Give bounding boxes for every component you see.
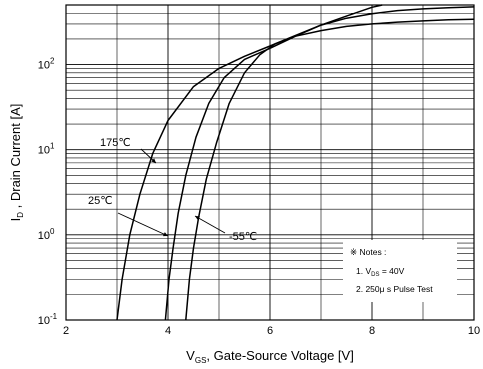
x-axis-label: VGS, Gate-Source Voltage [V] xyxy=(186,348,354,365)
curve-label-leader xyxy=(117,212,169,237)
notes-title: ※ Notes : xyxy=(350,247,386,257)
x-axis-label-rest: , Gate-Source Voltage [V] xyxy=(206,348,353,363)
curve-label-arrowhead xyxy=(195,216,200,221)
notes-background xyxy=(343,240,457,302)
notes-line-1-rest: = 40V xyxy=(379,266,404,276)
y-tick-exponent: -1 xyxy=(50,312,58,321)
curve-label-arrowhead xyxy=(163,232,168,237)
series-line xyxy=(185,18,475,321)
x-axis-label-sub: GS xyxy=(195,356,207,365)
y-axis-label-main: I xyxy=(8,218,23,222)
curve-label: 25℃ xyxy=(88,195,113,207)
curve-labels: 175℃ 25℃ -55℃ xyxy=(88,137,257,243)
curve-label: 175℃ xyxy=(100,137,131,149)
series-line xyxy=(164,6,475,321)
x-tick-labels: 2 4 6 8 10 xyxy=(63,325,480,337)
y-tick-exponent: 2 xyxy=(50,57,55,66)
y-tick-label: 10 xyxy=(38,60,50,72)
y-tick-label: 10 xyxy=(38,145,50,157)
y-axis-label-sub: D xyxy=(16,212,25,218)
notes-line-1-num: 1. V xyxy=(356,266,371,276)
y-tick-label: 10 xyxy=(38,230,50,242)
x-tick-label: 8 xyxy=(369,325,375,337)
y-tick-label: 10 xyxy=(38,315,50,327)
curves xyxy=(116,4,475,321)
notes-box: ※ Notes : 1. VDS = 40V 2. 250μ s Pulse Tes… xyxy=(343,240,457,302)
x-tick-label: 2 xyxy=(63,325,69,337)
x-tick-label: 6 xyxy=(267,325,273,337)
x-axis-label-main: V xyxy=(186,348,195,363)
series-line xyxy=(116,4,383,321)
curve-label-leader xyxy=(194,215,226,234)
y-tick-exponent: 0 xyxy=(50,227,55,236)
curve-label-arrowhead xyxy=(151,158,156,163)
x-tick-label: 4 xyxy=(165,325,171,337)
curve-label: -55℃ xyxy=(229,231,257,243)
plot-frame xyxy=(65,4,475,321)
y-tick-exponent: 1 xyxy=(50,142,55,151)
notes-line-1-sub: DS xyxy=(371,272,379,278)
y-axis-label-rest: , Drain Current [A] xyxy=(8,104,23,212)
y-axis-label: ID , Drain Current [A] xyxy=(8,104,25,222)
notes-line-1: 1. VDS = 40V xyxy=(356,266,405,278)
notes-line-2: 2. 250μ s Pulse Test xyxy=(356,284,433,294)
x-tick-label: 10 xyxy=(468,325,480,337)
